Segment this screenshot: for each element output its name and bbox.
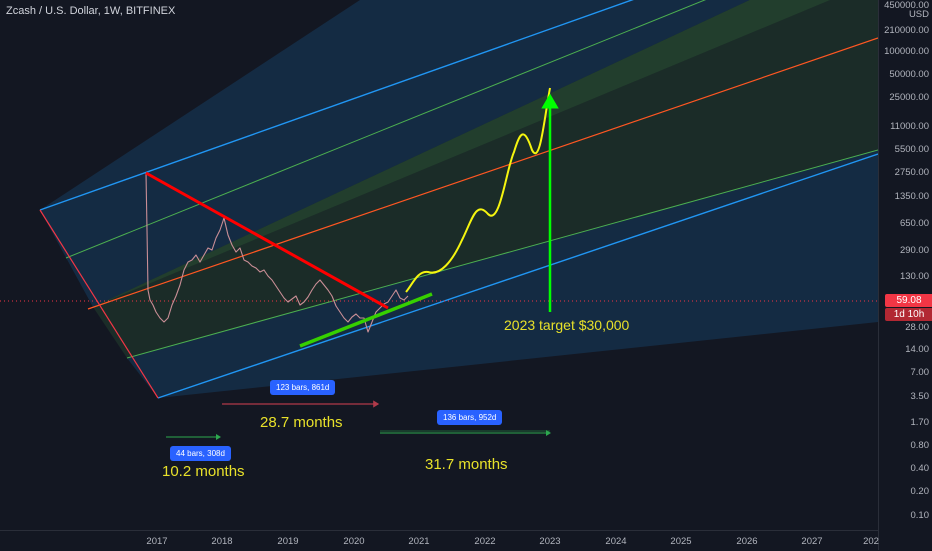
price-tick: 1.70 [910, 417, 930, 428]
channel-outer-top [39, 0, 634, 211]
last-price-badge: 59.08 [885, 294, 932, 307]
price-tick: 100000.00 [884, 46, 929, 57]
time-tick: 2026 [736, 536, 758, 547]
price-tick: 650.00 [899, 218, 929, 229]
downtrend-line [145, 171, 389, 310]
time-tick: 2017 [146, 536, 168, 547]
price-tick: 14.00 [905, 344, 929, 355]
channel-fill-lower-outer [127, 150, 878, 398]
measurement-chip-2: 123 bars, 861d [270, 380, 336, 395]
bar-countdown-badge: 1d 10h [885, 308, 932, 321]
time-tick: 202 [863, 536, 879, 547]
target-annotation: 2023 target $30,000 [504, 317, 630, 333]
measurement-label-3: 31.7 months [425, 456, 508, 473]
time-tick: 2024 [605, 536, 627, 547]
time-tick: 2027 [801, 536, 823, 547]
time-tick: 2021 [408, 536, 430, 547]
price-tick: 1350.00 [894, 191, 929, 202]
time-tick: 2025 [670, 536, 692, 547]
price-tick: 11000.00 [890, 121, 929, 132]
price-axis[interactable]: 450000.00 USD 210000.00 100000.00 50000.… [878, 0, 932, 550]
price-tick: 3.50 [910, 391, 930, 402]
time-tick: 2023 [539, 536, 561, 547]
price-tick: 25000.00 [889, 92, 929, 103]
projection-curve [405, 87, 551, 293]
chart-canvas[interactable] [0, 0, 878, 530]
channel-fill-upper-outer [40, 0, 750, 307]
time-tick: 2020 [343, 536, 365, 547]
price-tick: 28.00 [905, 322, 929, 333]
measurement-label-2: 28.7 months [260, 414, 343, 431]
time-axis[interactable]: 2017 2018 2019 2020 2021 2022 2023 2024 … [0, 530, 879, 551]
channel-fill-band-green [93, 0, 878, 358]
time-tick: 2019 [277, 536, 299, 547]
price-tick: 130.00 [899, 271, 929, 282]
measurement-chip-3: 136 bars, 952d [437, 410, 503, 425]
price-tick: 450000.00 [884, 0, 929, 11]
chart-title: Zcash / U.S. Dollar, 1W, BITFINEX [6, 5, 176, 17]
channel-base [39, 209, 159, 399]
channel-median [87, 37, 878, 310]
channel-outer-bottom [157, 153, 878, 399]
price-tick: 290.00 [899, 245, 929, 256]
support-line [299, 292, 433, 348]
price-tick: 0.80 [910, 440, 930, 451]
price-axis-currency: USD [908, 9, 929, 20]
price-tick: 50000.00 [889, 69, 929, 80]
measurement-label-1: 10.2 months [162, 463, 245, 480]
price-tick: 0.20 [910, 486, 930, 497]
time-tick: 2018 [211, 536, 233, 547]
channel-inner-bottom [126, 149, 878, 359]
time-tick: 2022 [474, 536, 496, 547]
price-tick: 7.00 [910, 367, 930, 378]
price-tick: 210000.00 [884, 25, 929, 36]
price-history-line [145, 172, 409, 333]
channel-fill-upper-inner [93, 0, 830, 307]
price-tick: 0.40 [910, 463, 930, 474]
price-tick: 2750.00 [894, 167, 929, 178]
measurement-chip-1: 44 bars, 308d [170, 446, 231, 461]
price-tick: 5500.00 [894, 144, 929, 155]
price-tick: 0.10 [910, 510, 930, 521]
